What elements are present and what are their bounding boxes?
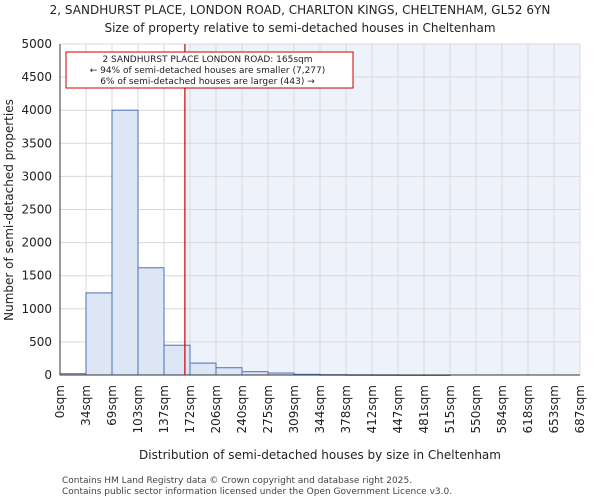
- bar-34sqm: [85, 292, 113, 376]
- x-tick-label: 412sqm: [365, 385, 379, 433]
- x-tick-label: 584sqm: [495, 385, 509, 433]
- x-tick-label: 481sqm: [417, 385, 431, 433]
- chart-title-line1: 2, SANDHURST PLACE, LONDON ROAD, CHARLTO…: [50, 3, 551, 17]
- y-tick-label: 4000: [21, 103, 52, 117]
- x-tick-label: 240sqm: [235, 385, 249, 433]
- x-tick-label: 618sqm: [521, 385, 535, 433]
- y-tick-label: 2500: [21, 203, 52, 217]
- annotation-line1: 2 SANDHURST PLACE LONDON ROAD: 165sqm: [102, 55, 312, 65]
- plot-area: 0 500 1000 1500 2000 2500 3000 3500 4000 4500 5000…: [21, 37, 587, 433]
- y-tick-label: 500: [29, 335, 52, 349]
- y-tick-label: 4500: [21, 70, 52, 84]
- x-tick-label: 206sqm: [209, 385, 223, 433]
- x-tick-label: 103sqm: [131, 385, 145, 433]
- x-tick-label: 653sqm: [547, 385, 561, 433]
- bar-206sqm: [215, 367, 243, 376]
- annotation-box: [65, 51, 354, 89]
- y-tick-label: 1000: [21, 302, 52, 316]
- y-tick-label: 2000: [21, 236, 52, 250]
- bar-103sqm: [137, 267, 165, 376]
- x-tick-label: 275sqm: [261, 385, 275, 433]
- x-tick-label: 378sqm: [339, 385, 353, 433]
- x-tick-label: 172sqm: [183, 385, 197, 433]
- x-tick-label: 69sqm: [105, 385, 119, 426]
- y-tick-label: 1500: [21, 269, 52, 283]
- x-tick-label: 515sqm: [443, 385, 457, 433]
- footer-line1: Contains HM Land Registry data © Crown c…: [62, 476, 412, 486]
- y-tick-label: 0: [44, 368, 52, 382]
- y-tick-label: 3000: [21, 169, 52, 183]
- annotation-line3: 6% of semi-detached houses are larger (4…: [100, 77, 315, 87]
- bar-69sqm: [111, 109, 139, 376]
- x-tick-label: 34sqm: [79, 385, 93, 426]
- x-tick-label: 344sqm: [313, 385, 327, 433]
- bar-172sqm: [189, 362, 217, 376]
- y-axis-label: Number of semi-detached properties: [2, 99, 16, 321]
- x-tick-label: 447sqm: [391, 385, 405, 433]
- x-tick-label: 0sqm: [53, 385, 67, 418]
- y-tick-label: 5000: [21, 37, 52, 51]
- annotation-line2: ← 94% of semi-detached houses are smalle…: [90, 66, 326, 76]
- x-tick-label: 687sqm: [573, 385, 587, 433]
- chart-title-line2: Size of property relative to semi-detach…: [104, 21, 495, 35]
- y-tick-label: 3500: [21, 136, 52, 150]
- footer-line2: Contains public sector information licen…: [62, 487, 452, 497]
- x-axis-label: Distribution of semi-detached houses by …: [139, 448, 501, 462]
- x-tick-label: 137sqm: [157, 385, 171, 433]
- bar-137sqm: [163, 344, 191, 376]
- x-tick-label: 309sqm: [287, 385, 301, 433]
- x-tick-label: 550sqm: [469, 385, 483, 433]
